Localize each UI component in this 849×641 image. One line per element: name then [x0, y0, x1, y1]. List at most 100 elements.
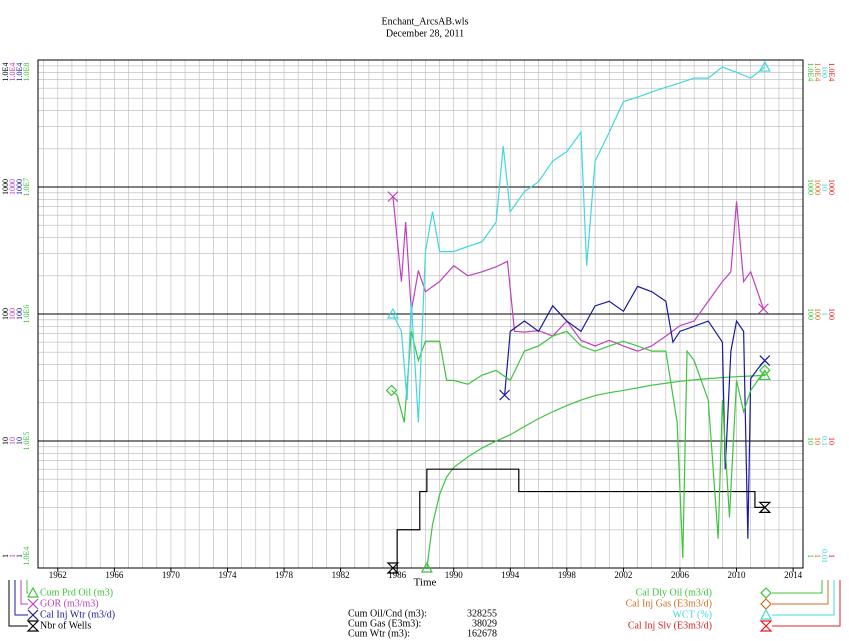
y-tick-label: 0.01 [820, 549, 829, 563]
data-marker [386, 562, 400, 574]
x-tick-label: 1978 [275, 570, 294, 580]
y-tick-label: 1.0E7 [22, 178, 31, 197]
y-tick-label: 100 [8, 308, 17, 320]
y-tick-label: 1 [8, 554, 17, 558]
legend-label: Cal Inj Gas (E3m3/d) [626, 598, 712, 609]
y-tick-label: 10 [8, 437, 17, 445]
chart-title: Enchant_ArcsAB.wls [382, 16, 469, 27]
y-tick-label: 1 [15, 554, 24, 558]
x-tick-label: 1970 [162, 570, 181, 580]
legend-marker [26, 620, 40, 632]
x-axis-label: Time [414, 577, 437, 589]
x-tick-label: 1982 [332, 570, 350, 580]
x-tick-label: 1990 [445, 570, 464, 580]
legend-connector [8, 580, 28, 627]
x-tick-label: 2010 [728, 570, 747, 580]
summary-value: 328255 [467, 608, 497, 619]
summary-value: 162678 [467, 628, 497, 639]
data-marker [757, 303, 769, 315]
legend-marker [26, 586, 40, 598]
legend-label: GOR (m3/m3) [40, 598, 99, 609]
y-tick-label: 100 [820, 66, 829, 78]
y-tick-label: 1.0E5 [22, 432, 31, 451]
y-tick-label: 100 [15, 308, 24, 320]
y-tick-label: 100 [827, 308, 836, 320]
legend-marker [27, 609, 39, 621]
legend-marker [759, 608, 773, 620]
y-tick-label: 1000 [806, 179, 815, 195]
legend-label: Cum Prd Oil (m3) [40, 587, 113, 598]
y-tick-label: 10 [806, 437, 815, 445]
y-tick-label: 0.1 [820, 436, 829, 446]
summary-value: 38029 [472, 618, 497, 629]
series-line [504, 285, 766, 539]
x-tick-label: 2014 [784, 570, 803, 580]
x-tick-label: 1986 [388, 570, 407, 580]
x-tick-label: 1974 [218, 570, 237, 580]
y-tick-label: 1.0E6 [22, 305, 31, 324]
x-tick-label: 1994 [501, 570, 520, 580]
series-line [392, 66, 766, 423]
legend-marker [759, 620, 773, 632]
y-tick-label: 1 [806, 554, 815, 558]
x-tick-label: 1998 [558, 570, 577, 580]
legend-label: WCT (%) [672, 609, 712, 620]
data-marker [385, 384, 398, 397]
data-marker [758, 60, 771, 72]
y-tick-label: 1.0E4 [22, 547, 31, 566]
y-tick-label: 10 [15, 437, 24, 445]
data-marker [386, 307, 399, 319]
legend-connector [20, 580, 28, 605]
legend-label: Cal Inj Slv (E3m3/d) [628, 620, 712, 631]
y-tick-label: 1.0E8 [22, 63, 31, 82]
y-tick-label: 10 [1, 437, 10, 445]
y-tick-label: 10 [827, 437, 836, 445]
y-tick-label: 100 [806, 308, 815, 320]
data-marker [387, 191, 399, 203]
y-tick-label: 1.0E4 [806, 63, 815, 82]
legend-marker [27, 598, 39, 610]
y-tick-label: 1 [1, 554, 10, 558]
legend-connector [772, 580, 841, 627]
y-tick-label: 1000 [827, 179, 836, 195]
summary-label: Cum Oil/Cnd (m3): [348, 608, 427, 619]
y-tick-label: 10 [813, 437, 822, 445]
y-tick-label: 1 [813, 554, 822, 558]
legend-label: Cal Dly Oil (m3/d) [636, 587, 712, 598]
summary-label: Cum Gas (E3m3): [348, 618, 421, 629]
plot-frame [37, 59, 804, 569]
legend-connector [772, 580, 823, 594]
series-line [426, 374, 765, 569]
y-tick-label: 100 [1, 308, 10, 320]
x-tick-label: 1962 [49, 570, 67, 580]
y-tick-label: 100 [813, 308, 822, 320]
y-tick-label: 1.0E4 [813, 63, 822, 82]
legend-marker [760, 587, 772, 599]
x-tick-label: 2002 [614, 570, 632, 580]
chart-subtitle: December 28, 2011 [386, 28, 464, 39]
y-tick-label: 1000 [8, 179, 17, 195]
y-tick-label: 1000 [813, 179, 822, 195]
x-tick-label: 1966 [105, 570, 124, 580]
x-tick-label: 2006 [671, 570, 690, 580]
y-tick-label: 1.0E4 [1, 63, 10, 82]
data-marker [758, 364, 771, 377]
y-tick-label: 1 [827, 554, 836, 558]
series-line [391, 330, 766, 558]
series-line [392, 468, 765, 569]
legend-connector [26, 580, 28, 594]
y-tick-label: 10 [820, 183, 829, 191]
y-tick-label: 1.0E4 [8, 63, 17, 82]
legend-connector [772, 580, 835, 616]
legend-label: Cal Inj Wtr (m3/d) [40, 609, 115, 620]
summary-label: Cum Wtr (m3): [348, 628, 410, 639]
data-marker [499, 389, 511, 401]
y-tick-label: 1 [820, 312, 829, 316]
legend-connector [772, 580, 829, 605]
legend-label: Nbr of Wells [40, 620, 91, 631]
data-marker [759, 355, 771, 366]
y-tick-label: 1000 [1, 179, 10, 195]
y-tick-label: 1.0E4 [15, 63, 24, 82]
